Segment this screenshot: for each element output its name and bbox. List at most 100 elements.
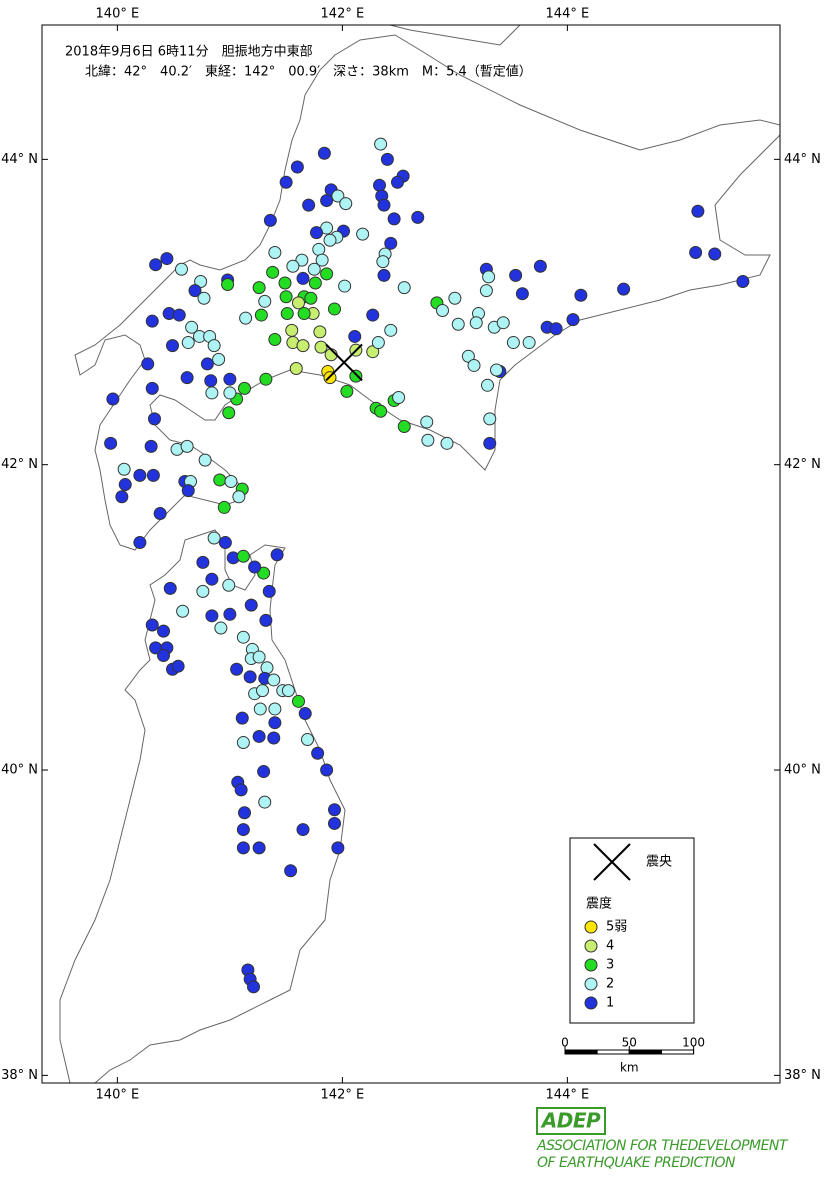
legend-swatch [584, 939, 598, 953]
legend-swatch [584, 996, 598, 1010]
station [691, 204, 705, 218]
station [236, 841, 250, 855]
station [708, 247, 722, 261]
station [223, 372, 237, 386]
station [380, 152, 394, 166]
station [284, 864, 298, 878]
station [153, 507, 167, 521]
station [221, 278, 235, 292]
scale-segment [660, 1049, 695, 1055]
station [292, 296, 305, 310]
station [144, 439, 158, 453]
station [196, 584, 210, 598]
station [279, 290, 293, 304]
legend-epicenter-label: 震央 [646, 855, 672, 870]
scale-segment [564, 1049, 598, 1055]
station [235, 711, 249, 725]
station [157, 624, 170, 638]
station [296, 823, 310, 837]
station [481, 378, 494, 392]
station [205, 572, 219, 586]
station [260, 661, 274, 675]
station [289, 362, 303, 376]
scale-tick-label: 100 [682, 1036, 705, 1050]
station [384, 236, 398, 250]
station [252, 729, 266, 743]
station [469, 316, 483, 330]
station [224, 474, 238, 488]
station [263, 213, 277, 227]
header-line-1: 2018年9月6日 6時11分 胆振地方中東部 [65, 44, 313, 60]
station [267, 673, 281, 687]
scale-segment [596, 1049, 630, 1055]
station [104, 436, 118, 450]
station [239, 311, 253, 325]
station [118, 478, 132, 492]
station [397, 281, 411, 295]
station [270, 548, 284, 562]
station [566, 313, 580, 327]
honshu [59, 529, 346, 1084]
station [296, 271, 310, 285]
scale-tick-label: 50 [622, 1036, 637, 1050]
station [176, 604, 190, 618]
station [310, 226, 323, 240]
station [339, 197, 353, 211]
legend-items: 5弱 4 3 2 1 [584, 920, 627, 1011]
station [349, 369, 363, 383]
lat-tick-label: 42° N [784, 457, 821, 472]
lat-tick-label: 40° N [784, 763, 821, 778]
lat-tick-label: 38° N [1, 1068, 38, 1083]
station [181, 336, 195, 350]
station [268, 702, 282, 716]
station [736, 274, 750, 288]
station [420, 415, 434, 429]
station [258, 795, 272, 809]
station [172, 308, 186, 322]
station [356, 227, 370, 241]
ticks: 140° E 140° E 142° E 142° E 144° E 144° E 44° … [1, 7, 821, 1103]
station [295, 253, 309, 267]
legend-label: 1 [606, 996, 614, 1011]
station [148, 412, 161, 426]
epicenter [325, 343, 363, 382]
station [258, 294, 272, 308]
station [166, 339, 179, 353]
station [436, 303, 449, 317]
station [207, 339, 221, 353]
station [232, 490, 246, 504]
station [689, 245, 703, 259]
station [204, 374, 218, 388]
station [315, 253, 329, 267]
station [106, 392, 120, 406]
station [222, 406, 236, 420]
station [392, 391, 406, 405]
station [133, 468, 147, 482]
station [384, 323, 398, 337]
station [252, 650, 266, 664]
station [279, 175, 293, 189]
station [212, 352, 226, 366]
station [574, 288, 588, 302]
station [247, 980, 260, 994]
lat-tick-label: 44° N [784, 152, 821, 167]
station [163, 581, 177, 595]
station [213, 473, 227, 487]
station [522, 336, 536, 350]
lon-tick-label: 140° E [96, 7, 140, 22]
legend-label: 3 [606, 958, 614, 973]
station [236, 630, 250, 644]
station [328, 302, 341, 316]
station [313, 325, 327, 339]
lat-tick-label: 40° N [1, 763, 38, 778]
station [377, 198, 391, 212]
station [200, 357, 214, 371]
lon-tick-label: 144° E [546, 7, 590, 22]
station [297, 307, 311, 321]
station [338, 279, 352, 293]
logo-box [536, 1107, 606, 1135]
station [181, 484, 195, 498]
station [222, 578, 236, 592]
